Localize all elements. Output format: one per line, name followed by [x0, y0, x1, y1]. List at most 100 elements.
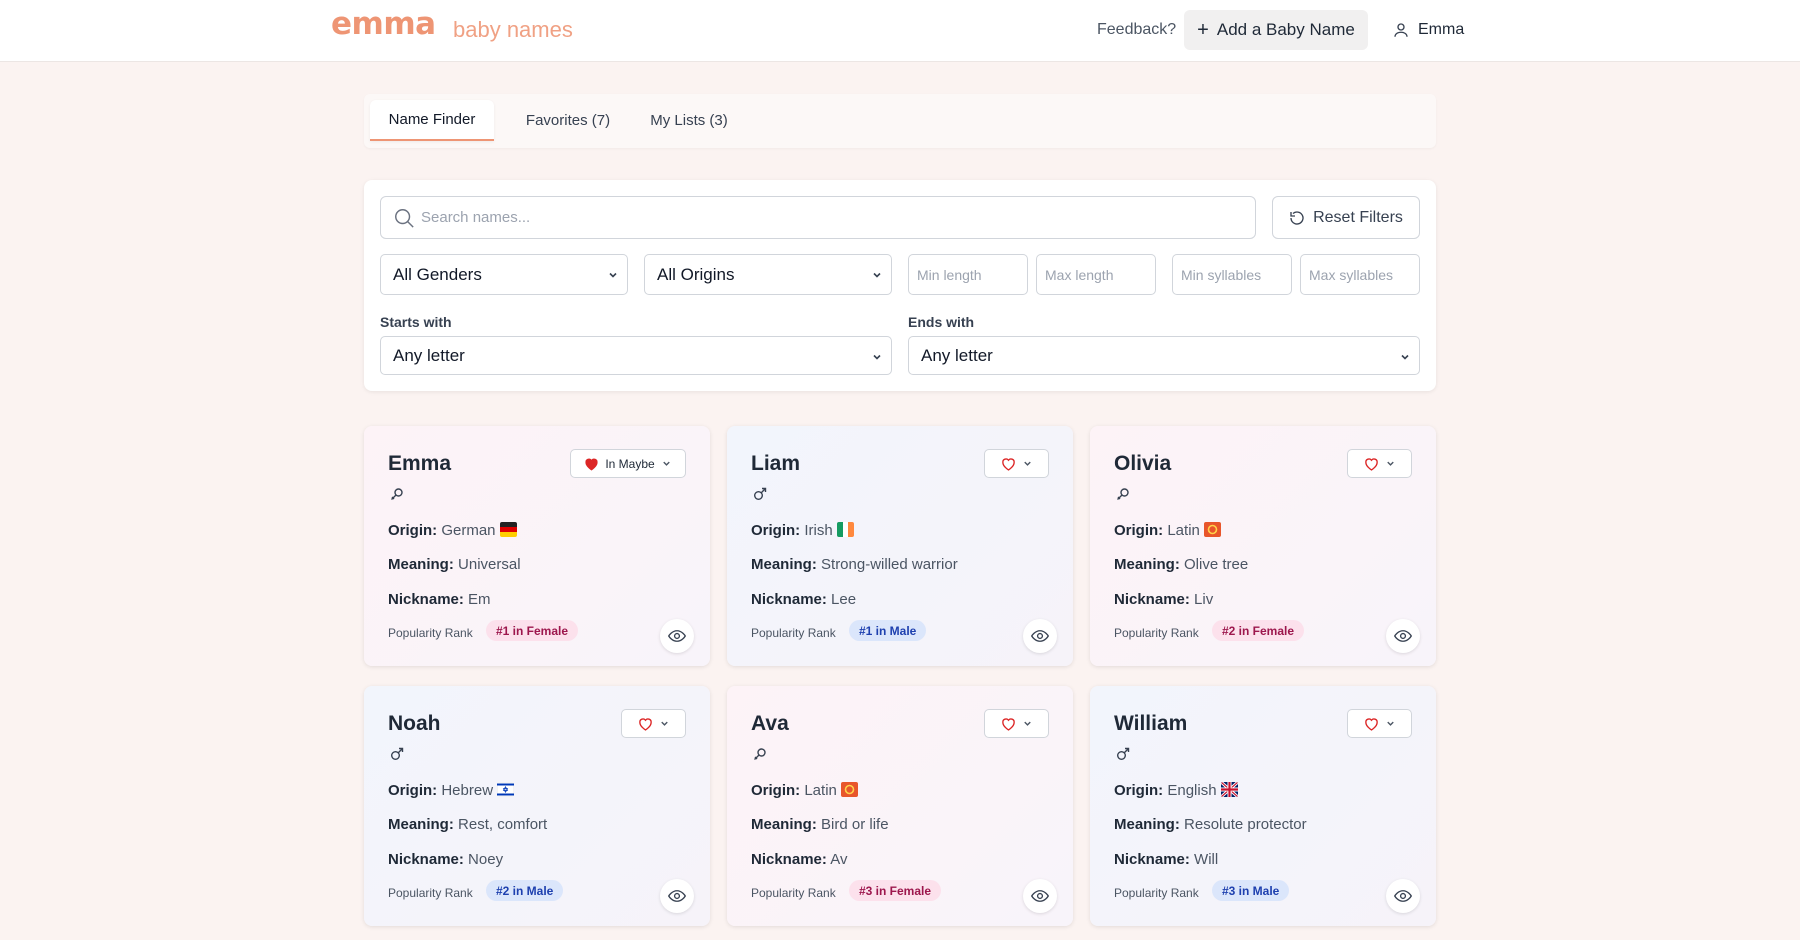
starts-with-value: Any letter	[393, 345, 465, 365]
eye-icon	[1031, 630, 1049, 642]
nickname-row: Nickname: Will	[1114, 851, 1218, 868]
logo[interactable]: emma	[331, 6, 436, 42]
view-details-button[interactable]	[660, 879, 694, 913]
gender-select[interactable]: All Genders	[380, 254, 628, 295]
rank-badge: #3 in Female	[849, 880, 942, 901]
view-details-button[interactable]	[1386, 879, 1420, 913]
name-card[interactable]: Noah Origin: Hebrew Meaning: Rest, comfo…	[364, 686, 710, 926]
nickname-label: Nickname:	[388, 851, 464, 868]
favorite-list-button[interactable]: In Maybe	[570, 449, 686, 478]
tab-favorites[interactable]: Favorites (7)	[525, 112, 611, 129]
view-details-button[interactable]	[1023, 879, 1057, 913]
filters-panel: Reset Filters All Genders All Origins St…	[364, 180, 1436, 391]
rank-badge: #3 in Male	[1212, 880, 1290, 901]
baby-name: Ava	[751, 712, 789, 735]
starts-with-select[interactable]: Any letter	[380, 336, 892, 375]
baby-name: Olivia	[1114, 452, 1172, 475]
ends-with-label: Ends with	[908, 314, 975, 330]
rank-badge: #1 in Male	[849, 620, 927, 641]
origin-value: Hebrew	[441, 782, 494, 799]
popularity-rank-label: Popularity Rank	[751, 626, 836, 640]
nickname-value: Noey	[468, 851, 504, 868]
eye-icon	[1394, 630, 1412, 642]
reset-filters-button[interactable]: Reset Filters	[1272, 196, 1420, 239]
min-syllables-input[interactable]	[1172, 254, 1292, 295]
meaning-value: Bird or life	[821, 816, 889, 833]
meaning-label: Meaning:	[751, 816, 817, 833]
baby-name: Noah	[388, 712, 441, 735]
eye-icon	[668, 890, 686, 902]
favorite-button[interactable]	[1347, 449, 1412, 478]
origin-select[interactable]: All Origins	[644, 254, 892, 295]
rank-badge: #2 in Male	[486, 880, 564, 901]
nickname-label: Nickname:	[1114, 851, 1190, 868]
origin-label: Origin:	[1114, 782, 1164, 799]
favorite-button[interactable]	[984, 449, 1049, 478]
favorite-button[interactable]	[1347, 709, 1412, 738]
eye-icon	[668, 630, 686, 642]
chevron-down-icon	[873, 354, 881, 360]
max-length-input[interactable]	[1036, 254, 1156, 295]
israel-flag-icon	[497, 782, 515, 797]
chevron-down-icon	[1023, 721, 1031, 726]
user-name: Emma	[1418, 21, 1465, 38]
view-details-button[interactable]	[1386, 619, 1420, 653]
reset-filters-label: Reset Filters	[1313, 208, 1403, 226]
popularity-rank-label: Popularity Rank	[388, 626, 473, 640]
view-details-button[interactable]	[660, 619, 694, 653]
origin-label: Origin:	[1114, 522, 1164, 539]
origin-label: Origin:	[751, 782, 801, 799]
nickname-value: Em	[468, 591, 491, 608]
name-card[interactable]: Olivia Origin: Latin Meaning: Olive tree…	[1090, 426, 1436, 666]
origin-row: Origin: Latin	[751, 782, 858, 799]
add-baby-name-button[interactable]: + Add a Baby Name	[1184, 10, 1368, 50]
origin-value: German	[441, 522, 496, 539]
name-card[interactable]: Emma In Maybe Origin: German Meaning: Un…	[364, 426, 710, 666]
nickname-label: Nickname:	[388, 591, 464, 608]
heart-icon	[1001, 457, 1015, 471]
latin-flag-icon	[1203, 522, 1221, 537]
meaning-row: Meaning: Resolute protector	[1114, 816, 1307, 833]
origin-row: Origin: Latin	[1114, 522, 1221, 539]
view-details-button[interactable]	[1023, 619, 1057, 653]
chevron-down-icon	[1023, 461, 1031, 466]
starts-with-label: Starts with	[380, 314, 452, 330]
search-input[interactable]	[421, 197, 1241, 238]
reset-icon	[1290, 210, 1304, 225]
feedback-link[interactable]: Feedback?	[1097, 21, 1177, 38]
meaning-row: Meaning: Olive tree	[1114, 556, 1248, 573]
user-icon	[1394, 23, 1408, 37]
ends-with-select[interactable]: Any letter	[908, 336, 1420, 375]
max-syllables-input[interactable]	[1300, 254, 1420, 295]
user-menu[interactable]: Emma	[1392, 18, 1464, 42]
chevron-down-icon	[660, 721, 668, 726]
origin-row: Origin: Hebrew	[388, 782, 515, 799]
female-gender-icon	[753, 747, 767, 766]
eye-icon	[1394, 890, 1412, 902]
tab-my-lists[interactable]: My Lists (3)	[650, 112, 728, 129]
nickname-row: Nickname: Noey	[388, 851, 503, 868]
origin-label: Origin:	[751, 522, 801, 539]
tab-name-finder[interactable]: Name Finder	[370, 100, 494, 141]
female-gender-icon	[1116, 487, 1130, 506]
favorite-button[interactable]	[984, 709, 1049, 738]
rank-badge: #2 in Female	[1212, 620, 1305, 641]
logo-subtitle: baby names	[453, 17, 573, 42]
meaning-row: Meaning: Bird or life	[751, 816, 889, 833]
baby-name: Liam	[751, 452, 801, 475]
nickname-label: Nickname:	[751, 591, 827, 608]
add-baby-name-label: Add a Baby Name	[1216, 20, 1355, 39]
name-card[interactable]: Liam Origin: Irish Meaning: Strong-wille…	[727, 426, 1073, 666]
nickname-row: Nickname: Lee	[751, 591, 856, 608]
favorite-button[interactable]	[621, 709, 686, 738]
chevron-down-icon	[1401, 354, 1409, 360]
origin-row: Origin: German	[388, 522, 517, 539]
meaning-value: Rest, comfort	[458, 816, 548, 833]
plus-icon: +	[1197, 19, 1209, 41]
heart-icon	[1364, 717, 1378, 731]
min-length-input[interactable]	[908, 254, 1028, 295]
nickname-label: Nickname:	[751, 851, 827, 868]
name-card[interactable]: Ava Origin: Latin Meaning: Bird or life …	[727, 686, 1073, 926]
name-card[interactable]: William Origin: English Meaning: Resolut…	[1090, 686, 1436, 926]
nickname-row: Nickname: Liv	[1114, 591, 1213, 608]
